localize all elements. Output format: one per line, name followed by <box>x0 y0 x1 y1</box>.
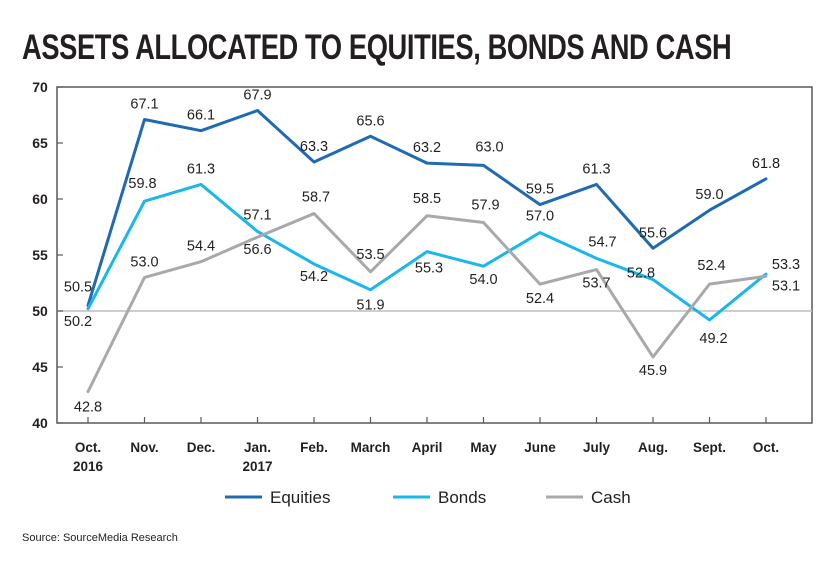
x-tick-label: Nov. <box>130 440 158 455</box>
y-tick-label: 50 <box>32 303 48 319</box>
y-tick-label: 40 <box>32 415 48 431</box>
x-tick-label: 2016 <box>73 459 104 474</box>
x-tick-label: Oct. <box>75 440 101 455</box>
data-label-equities: 50.5 <box>64 279 92 295</box>
data-label-bonds: 54.2 <box>300 269 328 285</box>
data-label-cash: 57.9 <box>471 198 499 214</box>
data-label-equities: 63.3 <box>300 139 328 155</box>
data-label-equities: 59.0 <box>695 187 723 203</box>
data-label-bonds: 59.8 <box>128 176 156 192</box>
data-label-equities: 65.6 <box>356 113 384 129</box>
source-note: Source: SourceMedia Research <box>22 532 178 544</box>
y-tick-label: 70 <box>32 79 48 95</box>
data-label-cash: 53.5 <box>356 247 384 263</box>
series-line-equities <box>86 109 768 307</box>
data-label-cash: 42.8 <box>74 400 102 416</box>
data-label-cash: 58.5 <box>413 191 441 207</box>
data-label-cash: 52.4 <box>526 291 554 307</box>
data-label-bonds: 57.1 <box>243 207 271 223</box>
data-label-bonds: 61.3 <box>187 161 215 177</box>
legend-label-equities: Equities <box>270 488 330 507</box>
data-label-bonds: 54.0 <box>469 272 497 288</box>
x-tick-label: May <box>470 440 497 455</box>
data-label-bonds: 51.9 <box>356 298 384 314</box>
data-label-equities: 61.3 <box>582 161 610 177</box>
x-tick-label: June <box>524 440 556 455</box>
x-tick-label: Oct. <box>753 440 779 455</box>
legend-label-bonds: Bonds <box>438 488 486 507</box>
x-tick-label: 2017 <box>242 459 272 474</box>
chart-title: ASSETS ALLOCATED TO EQUITIES, BONDS AND … <box>22 28 732 67</box>
data-label-cash: 58.7 <box>302 190 330 206</box>
y-tick-label: 60 <box>32 191 48 207</box>
data-label-equities: 66.1 <box>187 108 215 124</box>
data-label-bonds: 55.3 <box>415 261 443 277</box>
data-label-bonds: 54.7 <box>588 234 616 250</box>
x-tick-label: April <box>412 440 443 455</box>
x-tick-label: Jan. <box>244 440 271 455</box>
y-tick-label: 65 <box>32 135 48 151</box>
data-label-bonds: 57.0 <box>526 209 554 225</box>
data-label-equities: 67.9 <box>243 88 271 104</box>
data-label-cash: 53.0 <box>130 254 158 270</box>
data-label-bonds: 52.8 <box>627 266 655 282</box>
data-label-cash: 53.1 <box>772 278 800 294</box>
data-label-equities: 63.0 <box>475 139 503 155</box>
y-tick-label: 45 <box>32 359 48 375</box>
data-label-equities: 59.5 <box>526 182 554 198</box>
data-label-bonds: 49.2 <box>699 331 727 347</box>
data-label-cash: 53.7 <box>582 276 610 292</box>
data-label-equities: 55.6 <box>639 225 667 241</box>
x-tick-label: Dec. <box>187 440 216 455</box>
x-tick-label: March <box>351 440 391 455</box>
x-tick-label: Feb. <box>300 440 328 455</box>
y-tick-label: 55 <box>32 247 48 263</box>
data-label-cash: 56.6 <box>243 242 271 258</box>
series-line-cash <box>86 212 768 394</box>
x-tick-label: Aug. <box>638 440 668 455</box>
data-label-equities: 67.1 <box>130 96 158 112</box>
data-label-cash: 54.4 <box>187 239 215 255</box>
data-label-bonds: 53.3 <box>772 257 800 273</box>
data-label-cash: 52.4 <box>697 258 725 274</box>
series-line-bonds <box>86 182 768 322</box>
x-tick-label: July <box>583 440 611 455</box>
data-label-cash: 45.9 <box>639 363 667 379</box>
legend-label-cash: Cash <box>591 488 631 507</box>
x-tick-label: Sept. <box>693 440 726 455</box>
data-label-equities: 61.8 <box>752 156 780 172</box>
data-label-equities: 63.2 <box>413 140 441 156</box>
data-label-bonds: 50.2 <box>64 314 92 330</box>
